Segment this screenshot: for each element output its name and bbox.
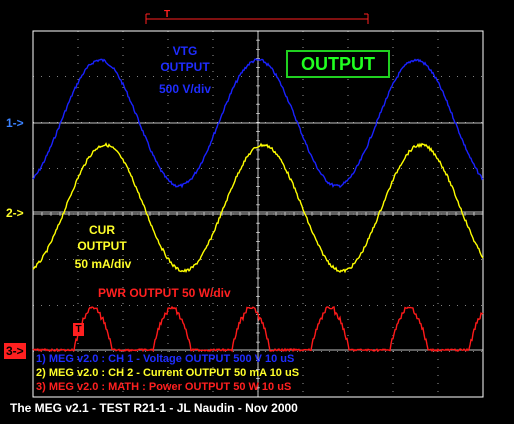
ch2-marker[interactable]: 2->: [6, 206, 24, 220]
graticule: [32, 30, 484, 398]
vtg-title: VTG: [172, 44, 198, 58]
trigger-bar[interactable]: T: [144, 9, 370, 24]
ch3-marker[interactable]: 3->: [4, 343, 26, 359]
voltage-trace: [32, 58, 484, 189]
power-trace: [32, 305, 484, 353]
trigger-bracket: [145, 13, 369, 24]
legend-ch3: 3) MEG v2.0 : MATH : Power OUTPUT 50 W 1…: [36, 381, 292, 393]
ch1-marker[interactable]: 1->: [6, 116, 24, 130]
cur-title: CUR: [89, 223, 115, 237]
cur-scale: 50 mA/div: [74, 257, 132, 271]
pwr-label: PWR OUTPUT 50 W/div: [98, 286, 231, 300]
trigger-label: T: [164, 9, 171, 20]
vtg-scale: 500 V/div: [158, 82, 212, 96]
current-trace: [32, 142, 484, 274]
trigger-point-marker[interactable]: T: [73, 323, 84, 336]
cur-subtitle: OUTPUT: [77, 239, 127, 253]
legend-ch1: 1) MEG v2.0 : CH 1 - Voltage OUTPUT 500 …: [36, 353, 295, 365]
vtg-subtitle: OUTPUT: [160, 60, 210, 74]
traces: [32, 58, 484, 353]
output-badge: OUTPUT: [286, 50, 390, 78]
footer-caption: The MEG v2.1 - TEST R21-1 - JL Naudin - …: [10, 401, 298, 415]
legend-ch2: 2) MEG v2.0 : CH 2 - Current OUTPUT 50 m…: [36, 367, 300, 379]
